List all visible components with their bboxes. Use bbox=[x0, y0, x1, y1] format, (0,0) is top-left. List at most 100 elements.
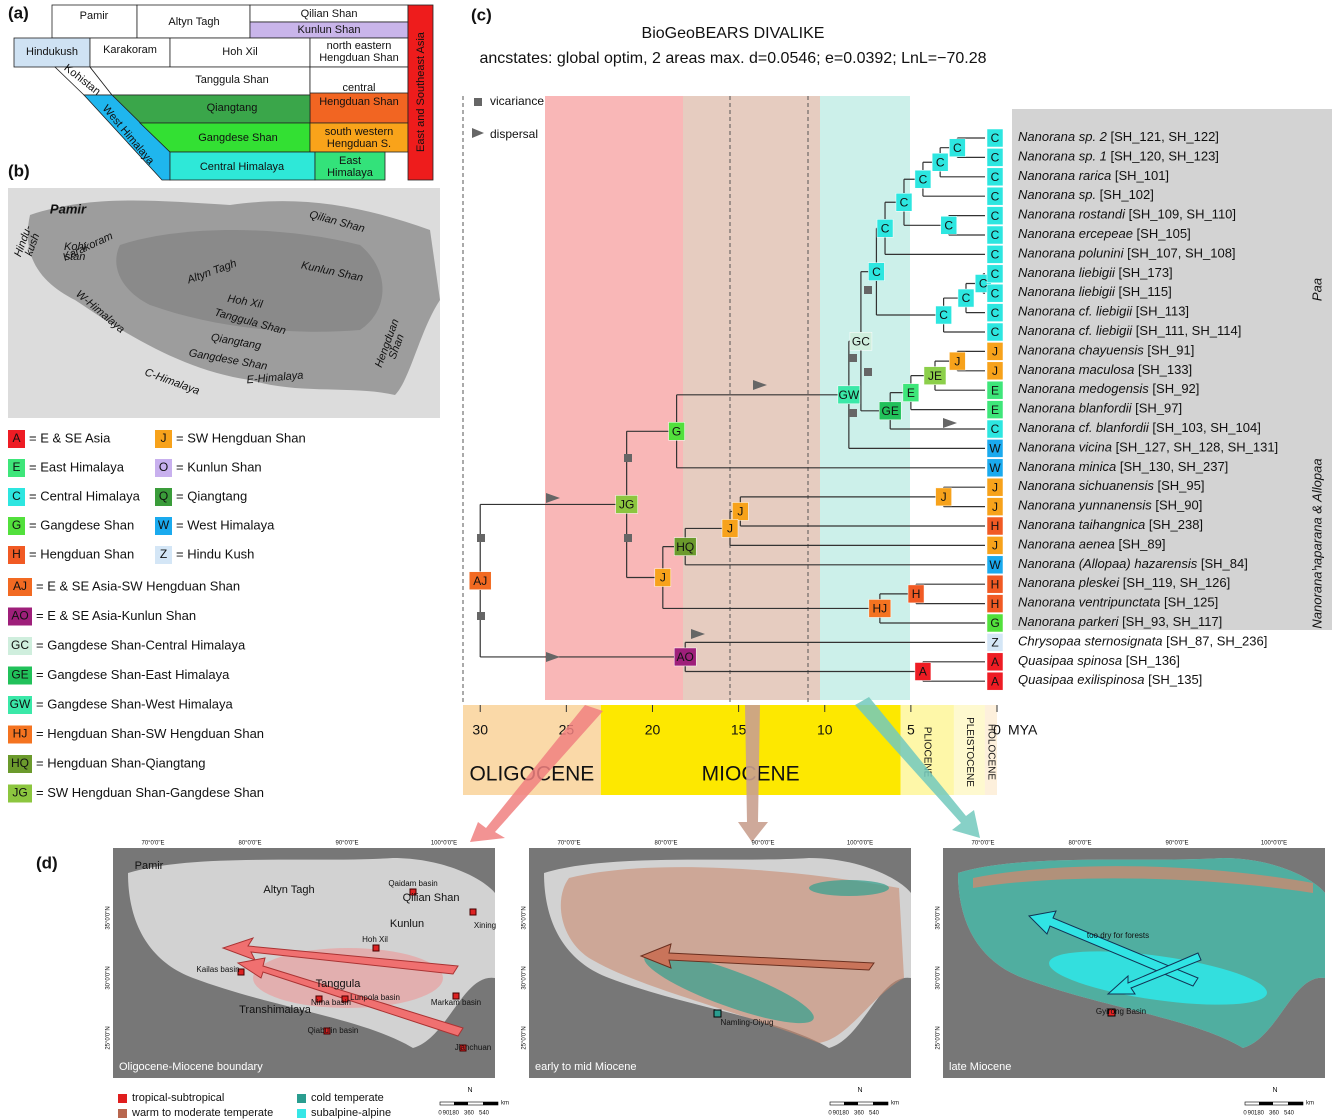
state-code: C bbox=[953, 141, 962, 155]
state-code: H bbox=[991, 597, 1000, 611]
legend-code: O bbox=[159, 460, 168, 474]
legend-text: = E & SE Asia-Kunlun Shan bbox=[36, 608, 196, 623]
voucher: [SH_136] bbox=[1122, 653, 1180, 668]
state-code: J bbox=[992, 480, 998, 494]
dispersal-symbol bbox=[472, 128, 484, 138]
taxon-name: Nanorana vicina bbox=[1018, 440, 1112, 455]
clade-label: Paa bbox=[1309, 278, 1324, 301]
region-label: Kunlun Shan bbox=[298, 24, 361, 36]
map-label: Qiabulin basin bbox=[308, 1026, 359, 1035]
voucher: [SH_87, SH_236] bbox=[1163, 634, 1268, 649]
region-label: Pamir bbox=[80, 10, 109, 22]
state-code: GE bbox=[882, 404, 899, 418]
state-code: J bbox=[727, 522, 733, 536]
north-arrow: N bbox=[467, 1087, 472, 1094]
state-code: J bbox=[992, 364, 998, 378]
legend-text: = SW Hengduan Shan-Gangdese Shan bbox=[36, 785, 264, 800]
legend-text: dispersal bbox=[490, 127, 538, 141]
vicariance-event bbox=[849, 409, 857, 417]
vicariance-event bbox=[624, 534, 632, 542]
taxon-label: Nanorana pleskei [SH_119, SH_126] bbox=[1018, 576, 1230, 591]
taxon-label: Nanorana cf. liebigii [SH_113] bbox=[1018, 304, 1189, 319]
state-code: C bbox=[991, 267, 1000, 281]
state-code: C bbox=[991, 131, 1000, 145]
state-code: C bbox=[991, 189, 1000, 203]
legend-code: Z bbox=[160, 547, 167, 561]
state-code: HJ bbox=[873, 602, 888, 616]
longitude-label: 70°0'0"E bbox=[971, 841, 994, 847]
taxon-name: Nanorana (Allopaa) hazarensis bbox=[1018, 556, 1198, 571]
longitude-label: 100°0'0"E bbox=[1261, 841, 1287, 847]
state-code: E bbox=[907, 386, 915, 400]
legend-code: GW bbox=[10, 697, 31, 711]
voucher: [SH_102] bbox=[1096, 188, 1154, 203]
legend-text: warm to moderate temperate bbox=[131, 1107, 273, 1119]
panel-label: (c) bbox=[471, 5, 492, 24]
x-tick-label: 20 bbox=[645, 722, 661, 738]
taxon-label: Nanorana minica [SH_130, SH_237] bbox=[1018, 459, 1228, 474]
scale-tick: 360 bbox=[1269, 1111, 1280, 1117]
state-code: J bbox=[941, 490, 947, 504]
vicariance-event bbox=[864, 368, 872, 376]
legend-code: C bbox=[12, 489, 21, 503]
scale-tick: 360 bbox=[854, 1111, 865, 1117]
longitude-label: 90°0'0"E bbox=[751, 841, 774, 847]
state-code: C bbox=[991, 209, 1000, 223]
x-tick-label: 15 bbox=[731, 722, 747, 738]
legend-text: = Gangdese Shan-East Himalaya bbox=[36, 667, 230, 682]
region-label: Central Himalaya bbox=[200, 161, 285, 173]
voucher: [SH_113] bbox=[1132, 304, 1189, 319]
state-code: J bbox=[992, 500, 998, 514]
legend-text: = Central Himalaya bbox=[29, 488, 141, 503]
state-code: Z bbox=[991, 636, 998, 650]
taxon-label: Nanorana rostandi [SH_109, SH_110] bbox=[1018, 207, 1236, 222]
time-band bbox=[683, 96, 820, 700]
state-code: W bbox=[989, 558, 1001, 572]
map-label: Pamir bbox=[135, 860, 164, 872]
voucher: [SH_92] bbox=[1149, 382, 1200, 397]
legend-text: = West Himalaya bbox=[176, 517, 275, 532]
legend-code: JG bbox=[12, 786, 27, 800]
legend-text: = Hengduan Shan bbox=[29, 546, 134, 561]
state-code: JG bbox=[619, 498, 634, 512]
state-code: C bbox=[962, 291, 971, 305]
voucher: [SH_103, SH_104] bbox=[1149, 420, 1261, 435]
taxon-name: Nanorana ercepeae bbox=[1018, 226, 1133, 241]
region-label: Hoh Xil bbox=[222, 46, 257, 58]
state-code: C bbox=[991, 325, 1000, 339]
label-line: south western bbox=[325, 126, 393, 138]
state-code: C bbox=[919, 172, 928, 186]
latitude-label: 25°0'0"N bbox=[522, 1026, 528, 1049]
site-marker bbox=[373, 945, 379, 951]
longitude-label: 90°0'0"E bbox=[335, 841, 358, 847]
taxon-name: Nanorana rostandi bbox=[1018, 207, 1126, 222]
legend-code: AJ bbox=[13, 579, 27, 593]
voucher: [SH_133] bbox=[1134, 362, 1192, 377]
longitude-label: 100°0'0"E bbox=[847, 841, 873, 847]
legend-text: = SW Hengduan Shan bbox=[176, 430, 306, 445]
label-line: Hengduan Shan bbox=[319, 96, 399, 108]
state-code: C bbox=[991, 170, 1000, 184]
map: Namling-Oiyugearly to mid Miocene70°0'0"… bbox=[522, 841, 911, 1078]
longitude-label: 80°0'0"E bbox=[654, 841, 677, 847]
taxon-label: Nanorana sichuanensis [SH_95] bbox=[1018, 479, 1204, 494]
state-code: GW bbox=[839, 388, 860, 402]
legend-code: H bbox=[12, 547, 21, 561]
scale-tick: 540 bbox=[479, 1111, 490, 1117]
taxon-name: Nanorana liebigii bbox=[1018, 285, 1116, 300]
voucher: [SH_119, SH_126] bbox=[1119, 576, 1230, 591]
map-label: too dry for forests bbox=[1087, 931, 1149, 940]
taxon-label: Nanorana taihangnica [SH_238] bbox=[1018, 517, 1203, 532]
taxon-name: Chrysopaa sternosignata bbox=[1018, 634, 1163, 649]
legend-code: W bbox=[158, 518, 170, 532]
taxon-label: Nanorana sp. 2 [SH_121, SH_122] bbox=[1018, 129, 1219, 144]
region-label: East and Southeast Asia bbox=[415, 31, 427, 152]
scale-unit: km bbox=[501, 1101, 509, 1107]
taxon-label: Nanorana sp. [SH_102] bbox=[1018, 188, 1154, 203]
label-line: stan bbox=[65, 251, 86, 263]
scale-tick: 180 bbox=[449, 1111, 460, 1117]
state-code: C bbox=[991, 286, 1000, 300]
state-code: J bbox=[992, 539, 998, 553]
taxon-name: Nanorana sichuanensis bbox=[1018, 479, 1154, 494]
voucher: [SH_125] bbox=[1160, 595, 1218, 610]
